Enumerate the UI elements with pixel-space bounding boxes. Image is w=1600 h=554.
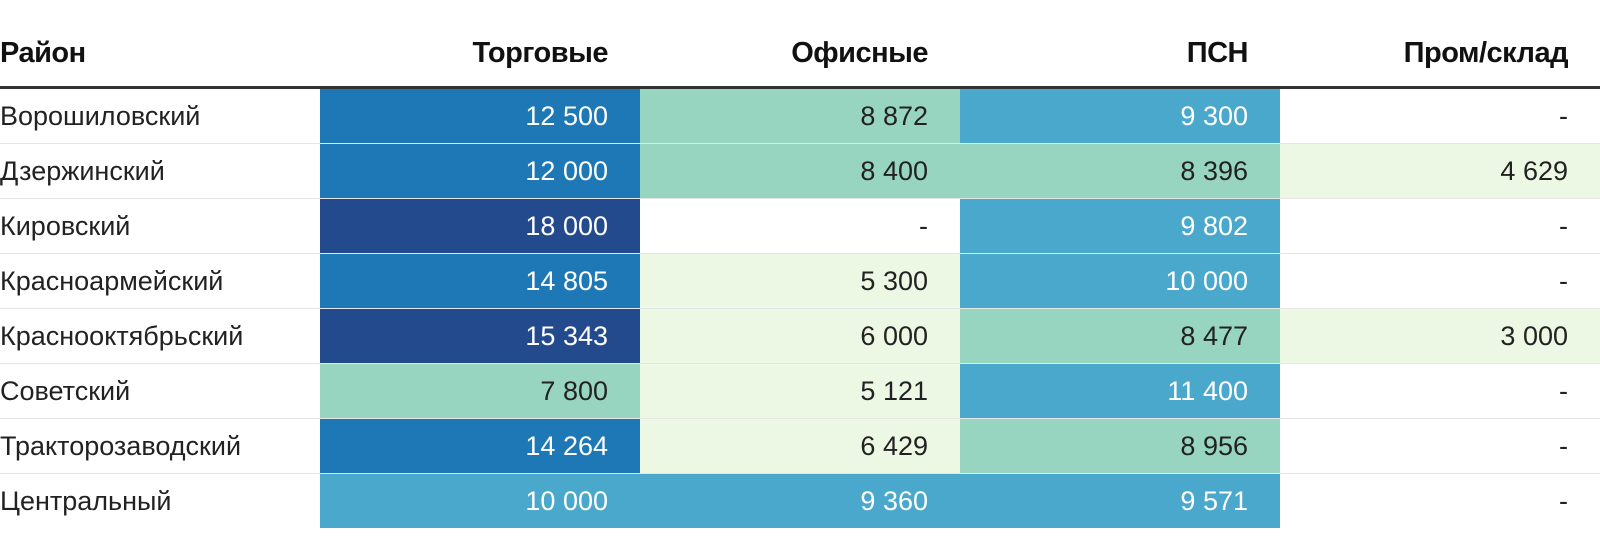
heat-cell-psn: 8 396 xyxy=(960,143,1280,199)
district-label: Тракторозаводский xyxy=(0,418,320,474)
heat-cell-industrial: 3 000 xyxy=(1280,308,1600,364)
table-body: Ворошиловский 12 500 8 872 9 300- Дзержински… xyxy=(0,87,1600,528)
heat-cell-industrial: - xyxy=(1280,363,1600,419)
district-label: Кировский xyxy=(0,198,320,254)
heat-cell-industrial: - xyxy=(1280,418,1600,474)
heat-cell-office: 6 429 xyxy=(640,418,960,474)
heat-cell-office: 5 300 xyxy=(640,253,960,309)
header-row: Район Торговые Офисные ПСН Пром/склад xyxy=(0,20,1600,89)
heat-cell-office: 6 000 xyxy=(640,308,960,364)
heat-cell-psn: 8 956 xyxy=(960,418,1280,474)
heat-cell-industrial: - xyxy=(1280,253,1600,309)
table-row: Центральный 10 000 9 360 9 571- xyxy=(0,473,1600,528)
column-header-industrial: Пром/склад xyxy=(1280,20,1600,89)
district-label: Дзержинский xyxy=(0,143,320,199)
district-label: Советский xyxy=(0,363,320,419)
district-label: Ворошиловский xyxy=(0,87,320,144)
table-row: Тракторозаводский 14 264 6 429 8 956- xyxy=(0,418,1600,474)
heat-cell-psn: 9 571 xyxy=(960,473,1280,528)
heat-cell-office: 8 872 xyxy=(640,87,960,144)
heat-cell-industrial: - xyxy=(1280,87,1600,144)
heat-cell-retail: 14 264 xyxy=(320,418,640,474)
table-row: Кировский 18 000-9 802- xyxy=(0,198,1600,254)
column-header-office: Офисные xyxy=(640,20,960,89)
column-header-psn: ПСН xyxy=(960,20,1280,89)
heat-cell-psn: 9 300 xyxy=(960,87,1280,144)
heat-cell-office: - xyxy=(640,198,960,254)
heat-cell-industrial: 4 629 xyxy=(1280,143,1600,199)
column-header-district: Район xyxy=(0,20,320,89)
heat-cell-retail: 15 343 xyxy=(320,308,640,364)
heat-cell-office: 8 400 xyxy=(640,143,960,199)
heat-cell-retail: 12 500 xyxy=(320,87,640,144)
heat-cell-retail: 10 000 xyxy=(320,473,640,528)
heat-cell-office: 9 360 xyxy=(640,473,960,528)
district-label: Краснооктябрьский xyxy=(0,308,320,364)
table-row: Дзержинский 12 000 8 400 8 396 4 629 xyxy=(0,143,1600,199)
heat-cell-industrial: - xyxy=(1280,473,1600,528)
heat-cell-psn: 8 477 xyxy=(960,308,1280,364)
district-label: Красноармейский xyxy=(0,253,320,309)
table-row: Красноармейский 14 805 5 300 10 000- xyxy=(0,253,1600,309)
table-row: Ворошиловский 12 500 8 872 9 300- xyxy=(0,87,1600,144)
table-row: Советский 7 800 5 121 11 400- xyxy=(0,363,1600,419)
heat-cell-psn: 11 400 xyxy=(960,363,1280,419)
heat-cell-industrial: - xyxy=(1280,198,1600,254)
heat-cell-retail: 12 000 xyxy=(320,143,640,199)
heat-cell-office: 5 121 xyxy=(640,363,960,419)
heatmap-table: Район Торговые Офисные ПСН Пром/склад Во… xyxy=(0,20,1600,528)
column-header-retail: Торговые xyxy=(320,20,640,89)
heat-cell-psn: 10 000 xyxy=(960,253,1280,309)
heat-cell-retail: 18 000 xyxy=(320,198,640,254)
heat-cell-retail: 14 805 xyxy=(320,253,640,309)
heat-cell-retail: 7 800 xyxy=(320,363,640,419)
district-label: Центральный xyxy=(0,485,172,516)
heat-cell-psn: 9 802 xyxy=(960,198,1280,254)
table-row: Краснооктябрьский 15 343 6 000 8 477 3 000 xyxy=(0,308,1600,364)
